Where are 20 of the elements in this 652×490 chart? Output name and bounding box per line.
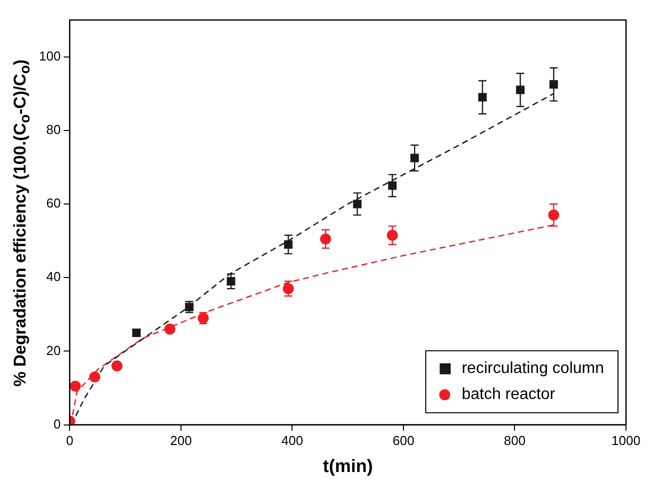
y-tick-label: 0: [53, 416, 61, 432]
x-tick-label: 600: [392, 433, 414, 448]
y-tick-label: 20: [46, 342, 61, 358]
y-tick-label: 80: [46, 122, 61, 137]
point: [111, 360, 122, 372]
y-tick-label: 40: [46, 269, 61, 284]
legend-label: batch reactor: [462, 386, 556, 404]
point: [164, 324, 176, 335]
y-tick-label: 60: [46, 196, 61, 211]
point: [132, 328, 141, 338]
x-tick-label: 0: [66, 433, 74, 448]
x-tick-label: 200: [170, 433, 192, 448]
legend-label: recirculating column: [462, 360, 604, 378]
x-axis-title: t(min): [322, 456, 373, 476]
x-tick-label: 800: [504, 433, 526, 448]
x-tick-label: 400: [281, 433, 304, 448]
x-tick-label: 1000: [612, 433, 640, 448]
point: [89, 371, 100, 382]
point: [70, 380, 81, 392]
y-tick-label: 100: [38, 48, 61, 64]
